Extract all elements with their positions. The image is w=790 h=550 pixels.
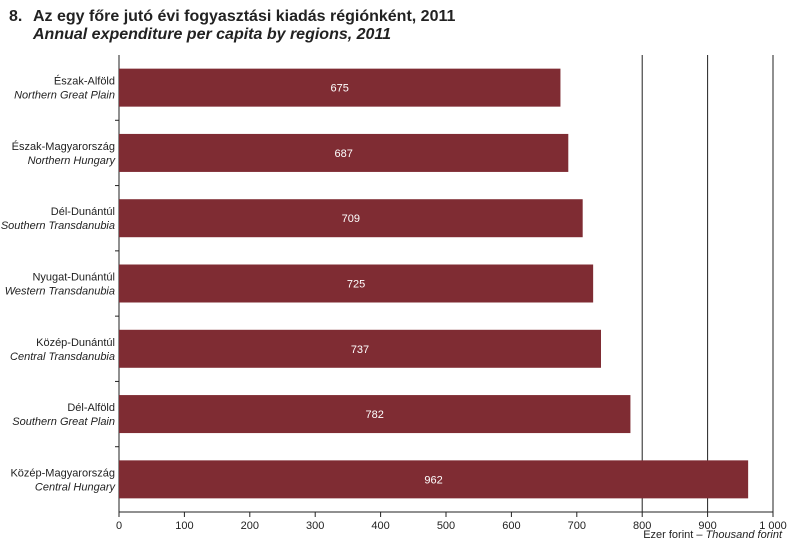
category-label-en: Central Hungary	[35, 481, 117, 493]
x-axis-unit-en: Thousand forint	[705, 529, 782, 541]
x-tick-label: 0	[116, 520, 122, 532]
bar-central-transdanubia	[119, 329, 601, 368]
figure-number: 8.	[9, 8, 23, 25]
data-label-western-transdanubia: 725	[347, 279, 365, 291]
bar-central-hungary	[119, 460, 749, 499]
x-tick-label: 900	[698, 520, 716, 532]
x-tick-label: 700	[568, 520, 586, 532]
bar-southern-transdanubia	[119, 199, 583, 238]
x-axis-unit-label: Ezer forint – Thousand forint	[643, 529, 782, 541]
x-tick-label: 500	[437, 520, 455, 532]
category-label-hu: Dél-Dunántúl	[51, 206, 115, 218]
x-tick-label: 800	[633, 520, 651, 532]
x-tick-label: 300	[306, 520, 324, 532]
category-label-hu: Közép-Dunántúl	[36, 337, 115, 349]
x-axis-unit-separator: –	[693, 529, 706, 541]
x-tick-label: 1 000	[759, 520, 787, 532]
x-tick-label: 600	[502, 520, 520, 532]
x-tick-label: 200	[241, 520, 259, 532]
category-label-hu: Észak-Magyarország	[12, 140, 115, 153]
category-label-en: Southern Great Plain	[12, 416, 115, 428]
x-tick-label: 400	[371, 520, 389, 532]
data-label-southern-transdanubia: 709	[342, 213, 360, 225]
category-label-hu: Dél-Alföld	[67, 402, 115, 414]
category-label-en: Northern Great Plain	[14, 90, 115, 102]
data-label-southern-great-plain: 782	[366, 409, 384, 421]
category-label-en: Central Transdanubia	[10, 351, 115, 363]
category-label-en: Southern Transdanubia	[1, 220, 115, 232]
data-label-central-hungary: 962	[424, 474, 442, 486]
category-label-hu: Észak-Alföld	[54, 75, 115, 88]
bar-northern-great-plain	[119, 68, 561, 107]
category-label-en: Western Transdanubia	[5, 286, 115, 298]
chart-title-english: Annual expenditure per capita by regions…	[33, 26, 392, 43]
category-label-en: Northern Hungary	[28, 155, 117, 167]
category-label-hu: Közép-Magyarország	[10, 467, 115, 479]
x-tick-label: 100	[175, 520, 193, 532]
bar-northern-hungary	[119, 133, 569, 172]
chart-title-hungarian: Az egy főre jutó évi fogyasztási kiadás …	[33, 8, 456, 25]
bar-western-transdanubia	[119, 264, 594, 303]
data-label-northern-great-plain: 675	[331, 83, 349, 95]
data-label-northern-hungary: 687	[334, 148, 352, 160]
data-label-central-transdanubia: 737	[351, 344, 369, 356]
bar-southern-great-plain	[119, 395, 631, 434]
x-axis-unit-hu: Ezer forint	[643, 529, 694, 541]
category-label-hu: Nyugat-Dunántúl	[32, 272, 115, 284]
